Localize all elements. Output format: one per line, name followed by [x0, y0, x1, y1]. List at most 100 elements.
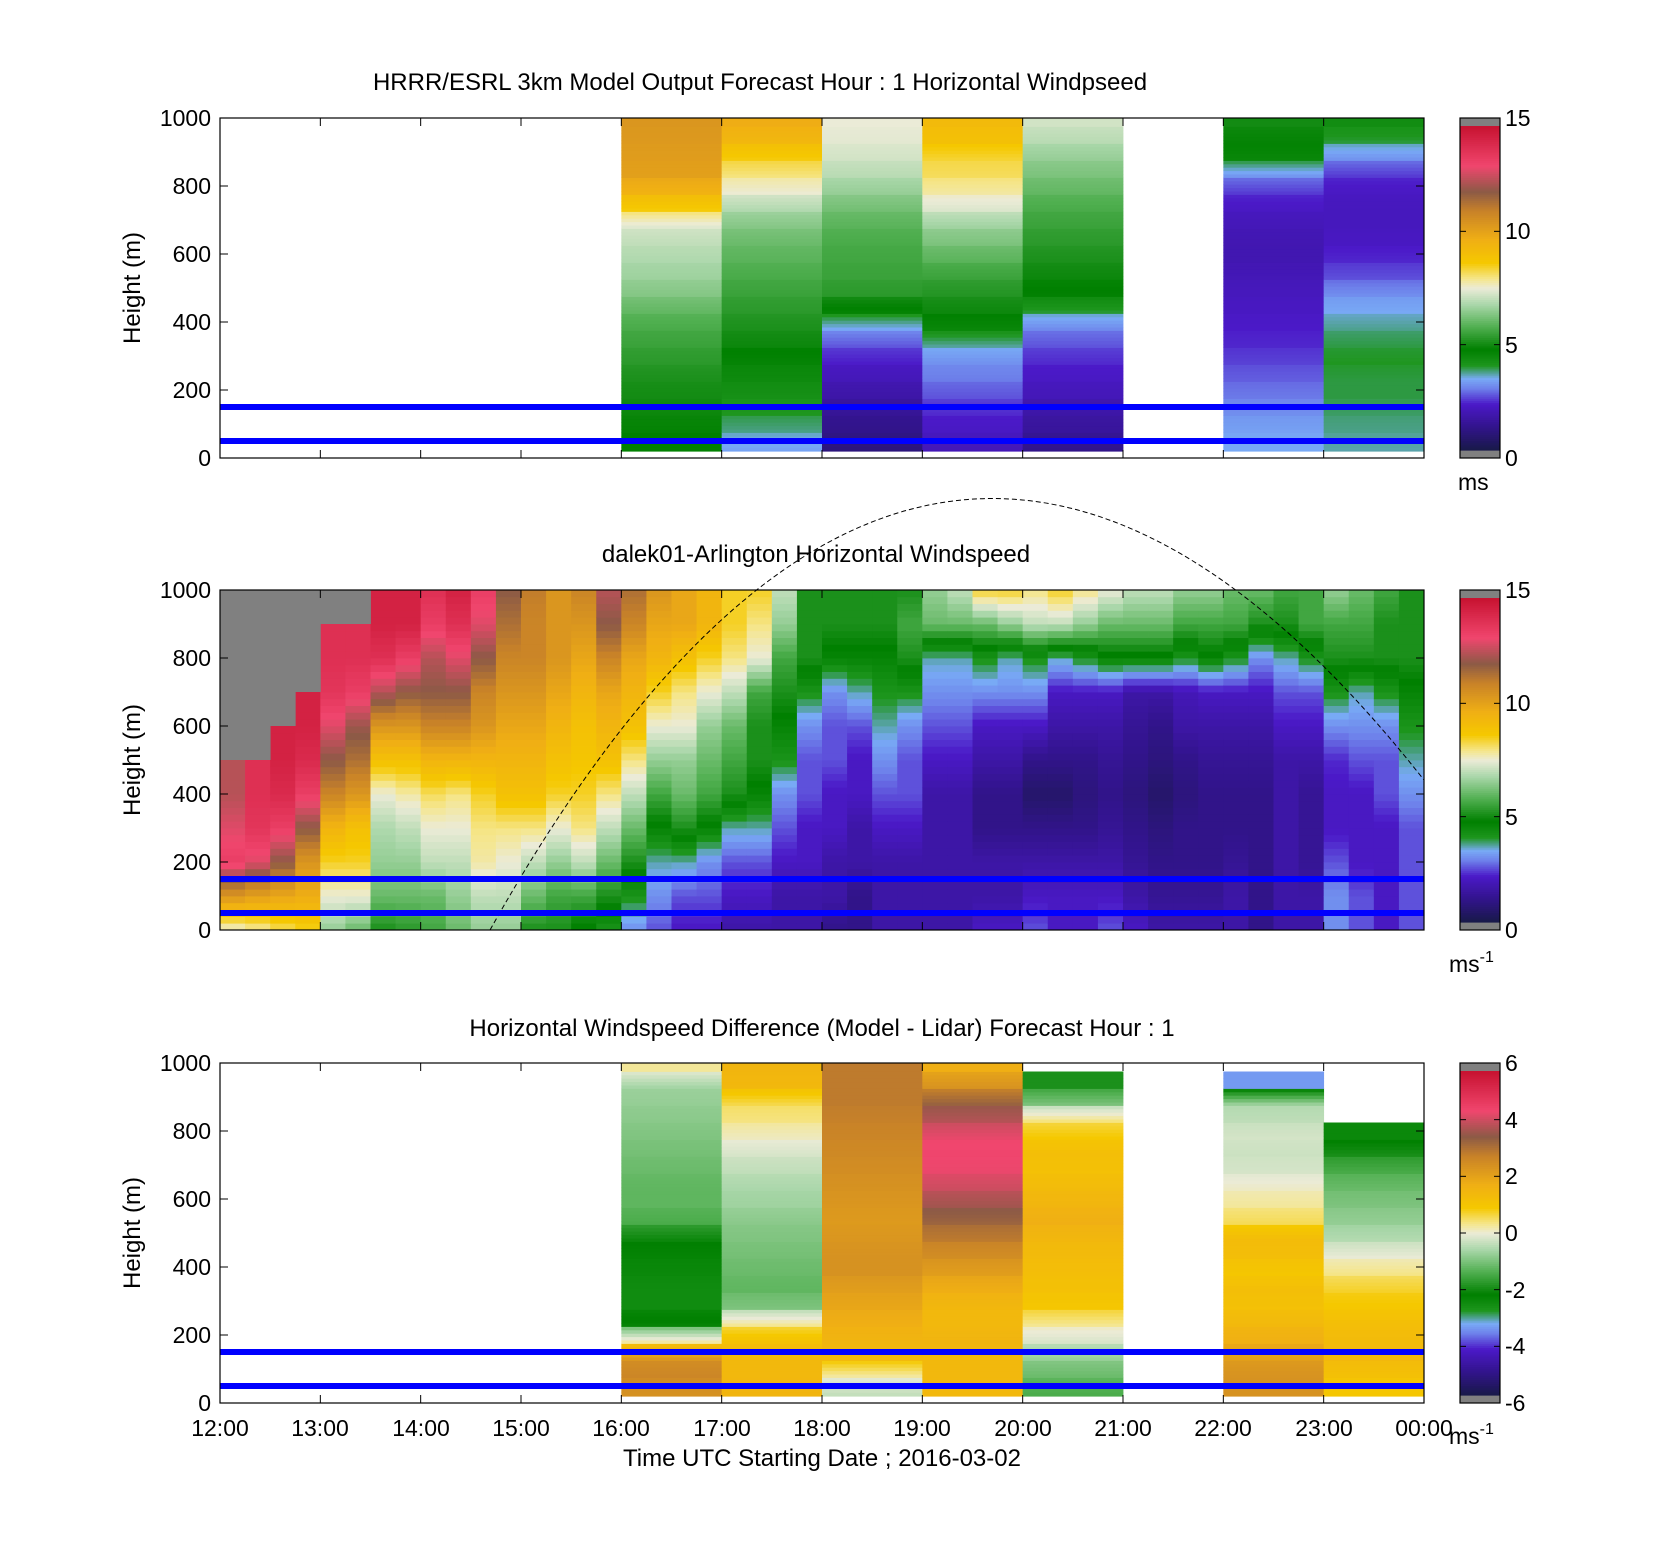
heatmap-cell — [822, 391, 923, 396]
heatmap-cell — [796, 814, 823, 822]
heatmap-cell — [922, 146, 1024, 151]
heatmap-cell — [345, 685, 371, 693]
heatmap-cell — [721, 610, 748, 618]
heatmap-cell — [621, 726, 647, 734]
heatmap-cell — [1248, 787, 1274, 795]
heatmap-cell — [646, 787, 672, 795]
heatmap-cell — [922, 1200, 1024, 1205]
heatmap-cell — [822, 1370, 923, 1375]
heatmap-cell — [822, 1241, 923, 1246]
colorbar-swatch — [1460, 723, 1500, 727]
heatmap-cell — [596, 685, 622, 693]
heatmap-cell — [596, 637, 622, 645]
heatmap-cell — [1248, 678, 1274, 686]
heatmap-cell — [1097, 698, 1124, 706]
heatmap-cell — [1022, 1108, 1124, 1113]
heatmap-cell — [872, 596, 898, 604]
heatmap-cell — [721, 1360, 823, 1365]
heatmap-cell — [1323, 282, 1425, 287]
colorbar-swatch — [1460, 1351, 1500, 1354]
heatmap-cell — [822, 1323, 923, 1327]
heatmap-cell — [721, 590, 748, 598]
heatmap-cell — [1398, 664, 1425, 672]
heatmap-cell — [922, 807, 948, 815]
heatmap-cell — [420, 705, 447, 713]
heatmap-cell — [1123, 760, 1149, 768]
heatmap-cell — [621, 395, 723, 399]
heatmap-cell — [1223, 1119, 1325, 1123]
heatmap-cell — [922, 180, 1024, 185]
heatmap-cell — [721, 327, 823, 331]
colorbar-tick-label: 0 — [1505, 1220, 1518, 1246]
heatmap-cell — [822, 794, 848, 802]
heatmap-cell — [1173, 644, 1199, 652]
heatmap-cell — [1323, 1255, 1425, 1259]
heatmap-cell — [1373, 610, 1400, 618]
heatmap-cell — [822, 447, 923, 452]
colorbar-swatch — [1460, 1185, 1500, 1188]
heatmap-cell — [1323, 320, 1425, 325]
heatmap-cell — [1022, 194, 1124, 199]
heatmap-cell — [445, 651, 472, 659]
heatmap-cell — [1373, 780, 1400, 788]
heatmap-cell — [1223, 119, 1325, 124]
heatmap-cell — [571, 855, 597, 863]
heatmap-cell — [1173, 719, 1199, 727]
heatmap-cell — [420, 834, 447, 842]
heatmap-cell — [571, 678, 597, 686]
heatmap-cell — [671, 787, 697, 795]
heatmap-cell — [1323, 262, 1425, 267]
heatmap-cell — [420, 637, 447, 645]
heatmap-cell — [922, 1272, 1024, 1276]
heatmap-cell — [771, 596, 798, 604]
colorbar-swatch — [1460, 754, 1500, 757]
heatmap-cell — [922, 1275, 1024, 1280]
heatmap-cell — [395, 739, 422, 747]
heatmap-cell — [721, 187, 823, 192]
heatmap-cell — [1198, 855, 1224, 863]
heatmap-cell — [822, 780, 848, 788]
heatmap-cell — [1223, 1166, 1325, 1171]
heatmap-cell — [1323, 1258, 1425, 1263]
heatmap-cell — [1323, 303, 1425, 308]
heatmap-cell — [621, 1370, 723, 1375]
heatmap-cell — [721, 1125, 823, 1130]
heatmap-cell — [621, 211, 723, 216]
heatmap-cell — [721, 225, 823, 229]
heatmap-cell — [822, 160, 923, 165]
heatmap-cell — [470, 800, 497, 808]
heatmap-cell — [847, 828, 873, 836]
heatmap-cell — [445, 698, 472, 706]
heatmap-cell — [721, 1180, 823, 1185]
heatmap-cell — [621, 1309, 723, 1314]
heatmap-cell — [1398, 746, 1425, 754]
heatmap-cell — [370, 596, 396, 604]
heatmap-cell — [696, 590, 723, 598]
heatmap-cell — [596, 658, 622, 666]
colorbar-swatch — [1460, 664, 1500, 668]
heatmap-cell — [822, 262, 923, 267]
heatmap-cell — [822, 1255, 923, 1259]
heatmap-cell — [822, 187, 923, 192]
heatmap-cell — [420, 862, 447, 870]
heatmap-cell — [922, 194, 1024, 199]
colorbar-swatch — [1460, 1273, 1500, 1276]
heatmap-cell — [1022, 1302, 1124, 1307]
heatmap-cell — [922, 272, 1024, 277]
heatmap-cell — [295, 882, 321, 890]
heatmap-cell — [320, 889, 346, 897]
heatmap-cell — [1047, 766, 1074, 774]
heatmap-cell — [922, 1180, 1024, 1185]
heatmap-cell — [395, 603, 422, 611]
heatmap-cell — [1047, 610, 1074, 618]
heatmap-cell — [621, 1166, 723, 1171]
heatmap-cell — [997, 787, 1024, 795]
heatmap-cell — [621, 344, 723, 348]
colorbar-swatch — [1460, 727, 1500, 731]
heatmap-cell — [1298, 896, 1325, 904]
heatmap-cell — [621, 1091, 723, 1096]
heatmap-cell — [571, 746, 597, 754]
heatmap-cell — [721, 889, 748, 897]
heatmap-cell — [621, 310, 723, 314]
colorbar-swatch — [1460, 1141, 1500, 1145]
